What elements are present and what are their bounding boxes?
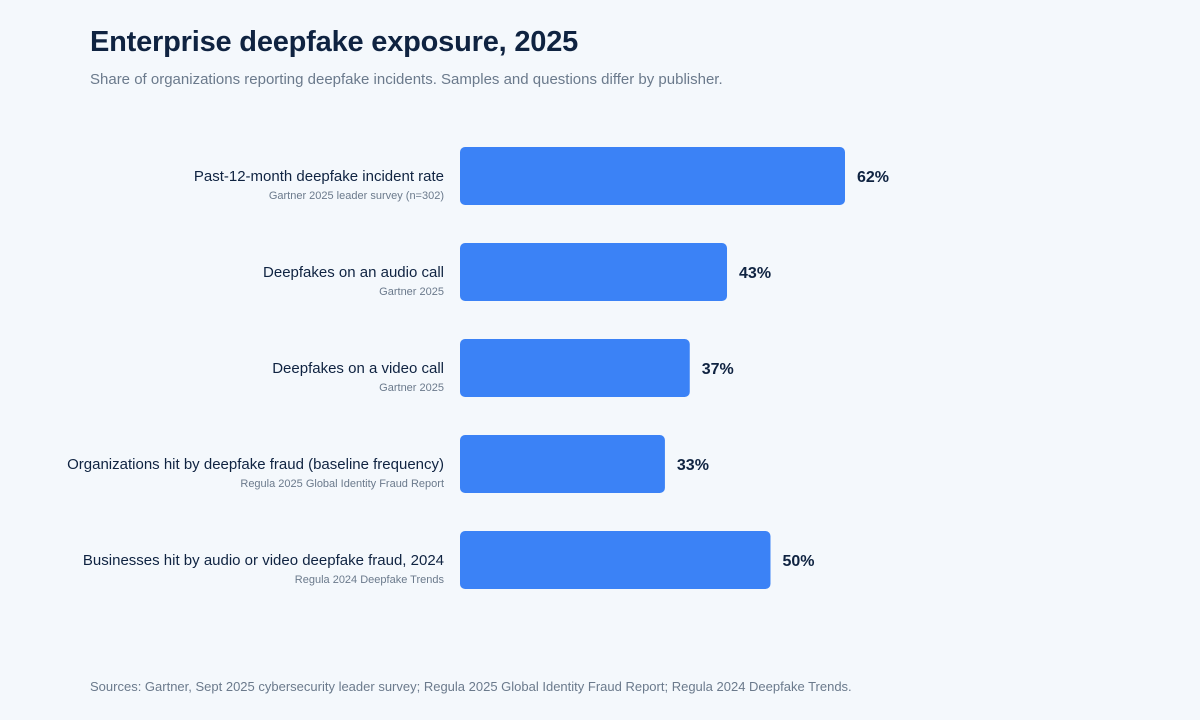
bar bbox=[460, 147, 845, 205]
bar bbox=[460, 435, 665, 493]
bar-row: Organizations hit by deepfake fraud (bas… bbox=[67, 435, 709, 493]
category-label: Businesses hit by audio or video deepfak… bbox=[83, 552, 444, 569]
category-source-label: Gartner 2025 bbox=[379, 382, 444, 394]
chart-title: Enterprise deepfake exposure, 2025 bbox=[90, 26, 579, 58]
chart-subtitle: Share of organizations reporting deepfak… bbox=[90, 71, 723, 88]
bar-row: Businesses hit by audio or video deepfak… bbox=[83, 531, 815, 589]
category-source-label: Regula 2024 Deepfake Trends bbox=[295, 574, 445, 586]
value-label: 50% bbox=[782, 553, 814, 570]
bar bbox=[460, 531, 771, 589]
bar-row: Past-12-month deepfake incident rate Gart… bbox=[194, 147, 889, 205]
category-label: Deepfakes on a video call bbox=[272, 360, 444, 377]
category-label: Deepfakes on an audio call bbox=[263, 264, 444, 281]
value-label: 33% bbox=[677, 457, 709, 474]
bar-chart: Past-12-month deepfake incident rate Gart… bbox=[67, 147, 889, 589]
chart-footer-sources: Sources: Gartner, Sept 2025 cybersecurit… bbox=[90, 679, 852, 694]
category-source-label: Gartner 2025 leader survey (n=302) bbox=[269, 190, 444, 202]
bar-row: Deepfakes on an audio call Gartner 2025 43… bbox=[263, 243, 771, 301]
bar bbox=[460, 339, 690, 397]
category-label: Organizations hit by deepfake fraud (bas… bbox=[67, 456, 444, 473]
value-label: 62% bbox=[857, 169, 889, 186]
bar-row: Deepfakes on a video call Gartner 2025 37% bbox=[272, 339, 734, 397]
category-source-label: Gartner 2025 bbox=[379, 286, 444, 298]
bar bbox=[460, 243, 728, 301]
category-source-label: Regula 2025 Global Identity Fraud Report bbox=[240, 478, 444, 490]
category-label: Past-12-month deepfake incident rate bbox=[194, 168, 444, 185]
value-label: 43% bbox=[739, 265, 771, 282]
value-label: 37% bbox=[702, 361, 734, 378]
